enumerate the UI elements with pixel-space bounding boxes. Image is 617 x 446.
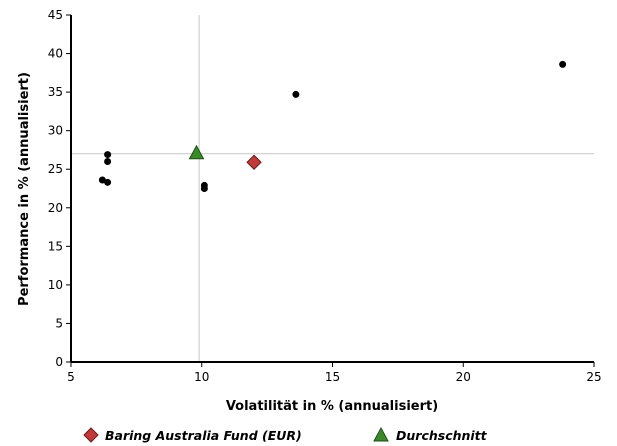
peer-point: [98, 176, 106, 184]
legend-label-fund: Baring Australia Fund (EUR): [105, 428, 302, 443]
legend-item-fund: Baring Australia Fund (EUR): [83, 427, 302, 443]
fund-point: [246, 154, 262, 170]
legend: Baring Australia Fund (EUR) Durchschnitt: [83, 426, 488, 443]
y-axis-ticks: 0 5 10 15 20 25 30 35 40 45: [48, 8, 71, 369]
y-tick-label: 10: [48, 278, 63, 292]
reference-lines: [71, 15, 594, 362]
peer-point: [292, 90, 300, 98]
peer-point: [104, 151, 112, 159]
y-tick-label: 15: [48, 239, 63, 253]
x-tick-label: 5: [67, 370, 75, 384]
x-axis-title: Volatilität in % (annualisiert): [226, 399, 438, 414]
peer-point: [104, 158, 112, 166]
y-tick-label: 40: [48, 47, 63, 61]
x-axis-ticks: 5 10 15 20 25: [67, 362, 602, 384]
x-tick-label: 20: [456, 370, 471, 384]
peer-point: [104, 178, 112, 186]
y-tick-label: 25: [48, 162, 63, 176]
legend-item-average: Durchschnitt: [373, 426, 488, 443]
diamond-icon: [83, 427, 99, 443]
y-tick-label: 30: [48, 124, 63, 138]
peer-point: [559, 60, 567, 68]
triangle-icon: [373, 426, 389, 442]
average-point: [188, 144, 205, 160]
y-tick-label: 35: [48, 85, 63, 99]
y-axis-title: Performance in % (annualisiert): [17, 72, 32, 306]
axes: [70, 15, 594, 363]
x-tick-label: 25: [586, 370, 601, 384]
y-tick-label: 45: [48, 8, 63, 22]
y-tick-label: 0: [55, 355, 63, 369]
y-tick-label: 20: [48, 201, 63, 215]
data-points: [98, 60, 567, 192]
peer-point: [200, 185, 208, 192]
y-tick-label: 5: [55, 316, 63, 330]
x-tick-label: 10: [194, 370, 209, 384]
legend-label-average: Durchschnitt: [396, 428, 488, 443]
x-tick-label: 15: [325, 370, 340, 384]
